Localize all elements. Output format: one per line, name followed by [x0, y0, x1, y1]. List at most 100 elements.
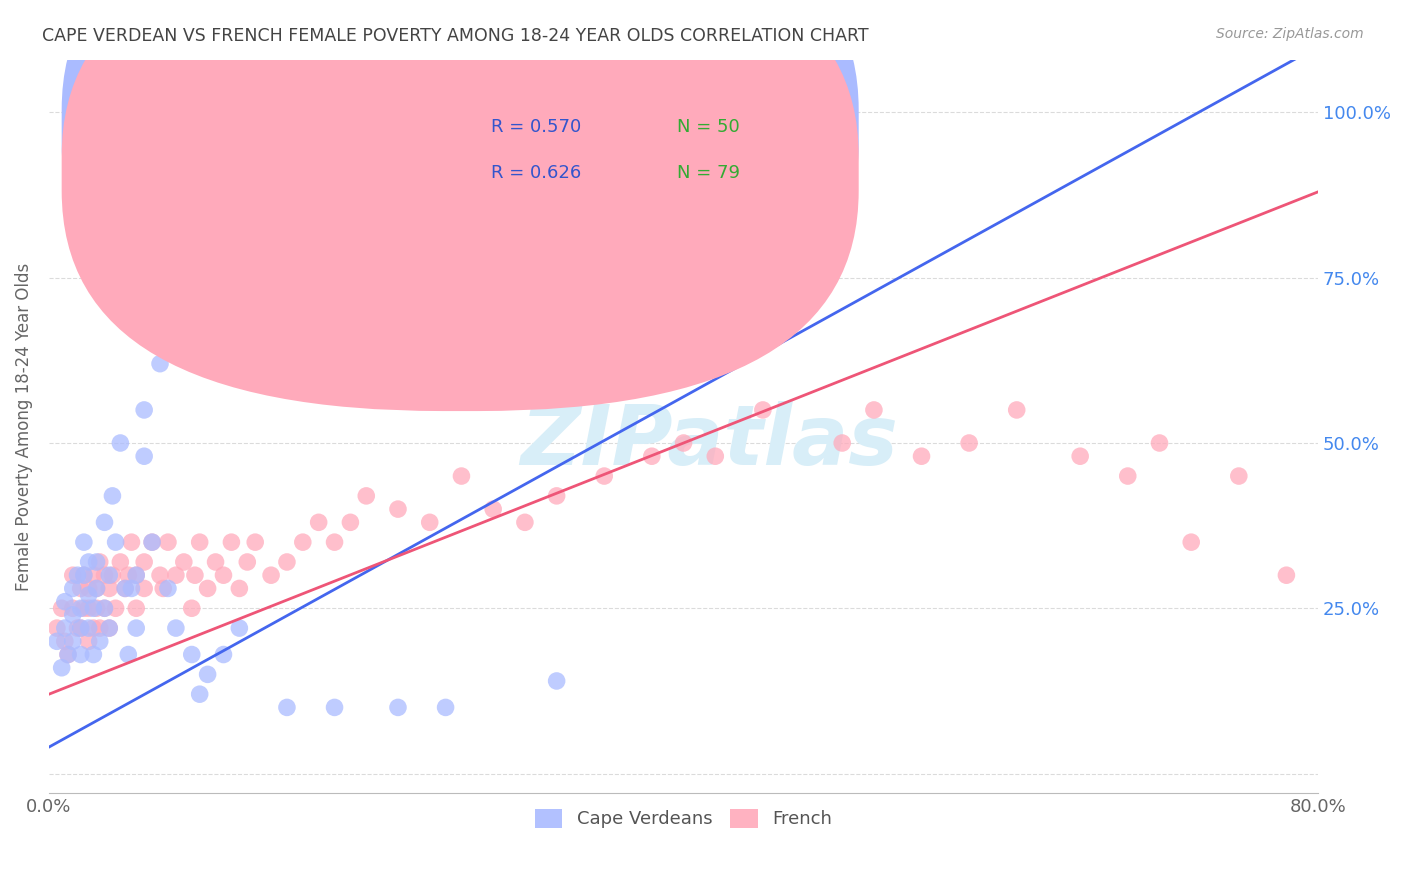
Point — [957, 436, 980, 450]
Point — [125, 568, 148, 582]
Point — [125, 568, 148, 582]
Point — [221, 535, 243, 549]
Point — [98, 582, 121, 596]
Point — [387, 502, 409, 516]
Point — [1116, 469, 1139, 483]
Point — [51, 661, 73, 675]
Point — [180, 648, 202, 662]
Point — [863, 403, 886, 417]
Point — [141, 535, 163, 549]
Point — [165, 568, 187, 582]
Point — [62, 601, 84, 615]
Point — [276, 555, 298, 569]
Point — [93, 516, 115, 530]
Point — [356, 489, 378, 503]
Point — [66, 621, 89, 635]
FancyBboxPatch shape — [423, 93, 842, 206]
Point — [434, 700, 457, 714]
Point — [387, 700, 409, 714]
Point — [69, 582, 91, 596]
Point — [62, 607, 84, 622]
Point — [228, 621, 250, 635]
Point — [69, 621, 91, 635]
Point — [104, 601, 127, 615]
Point — [419, 516, 441, 530]
Point — [51, 601, 73, 615]
Point — [101, 568, 124, 582]
Point — [53, 634, 76, 648]
Point — [86, 582, 108, 596]
Text: R = 0.570: R = 0.570 — [491, 118, 581, 136]
Point — [62, 582, 84, 596]
Point — [1005, 403, 1028, 417]
Point — [672, 436, 695, 450]
Point — [77, 582, 100, 596]
FancyBboxPatch shape — [62, 0, 859, 365]
Point — [482, 502, 505, 516]
Point — [323, 535, 346, 549]
Point — [149, 357, 172, 371]
Point — [93, 601, 115, 615]
Point — [69, 648, 91, 662]
Point — [89, 634, 111, 648]
Point — [45, 634, 67, 648]
Point — [89, 555, 111, 569]
Point — [82, 648, 104, 662]
Point — [156, 582, 179, 596]
Point — [114, 582, 136, 596]
Point — [121, 582, 143, 596]
Point — [98, 568, 121, 582]
Point — [98, 621, 121, 635]
Point — [339, 516, 361, 530]
Point — [197, 582, 219, 596]
Point — [89, 621, 111, 635]
Point — [125, 621, 148, 635]
Point — [141, 535, 163, 549]
Point — [73, 535, 96, 549]
Point — [593, 469, 616, 483]
Point — [69, 601, 91, 615]
Point — [62, 568, 84, 582]
Text: ZIPatlas: ZIPatlas — [520, 401, 898, 482]
Point — [910, 449, 932, 463]
Point — [93, 568, 115, 582]
Point — [77, 555, 100, 569]
Point — [641, 449, 664, 463]
Point — [56, 648, 79, 662]
Point — [184, 568, 207, 582]
Point — [77, 634, 100, 648]
Point — [114, 582, 136, 596]
Point — [204, 555, 226, 569]
Point — [546, 673, 568, 688]
Point — [93, 601, 115, 615]
Point — [165, 621, 187, 635]
Point — [188, 687, 211, 701]
Point — [86, 582, 108, 596]
Point — [308, 516, 330, 530]
Point — [197, 667, 219, 681]
Point — [704, 449, 727, 463]
Point — [73, 601, 96, 615]
Y-axis label: Female Poverty Among 18-24 Year Olds: Female Poverty Among 18-24 Year Olds — [15, 262, 32, 591]
Text: Source: ZipAtlas.com: Source: ZipAtlas.com — [1216, 27, 1364, 41]
Point — [212, 648, 235, 662]
Point — [110, 555, 132, 569]
Point — [134, 403, 156, 417]
Point — [546, 489, 568, 503]
Point — [236, 555, 259, 569]
Point — [82, 568, 104, 582]
Point — [134, 555, 156, 569]
Point — [77, 621, 100, 635]
Point — [1227, 469, 1250, 483]
Point — [110, 436, 132, 450]
Point — [53, 621, 76, 635]
Point — [82, 621, 104, 635]
Point — [149, 568, 172, 582]
Text: CAPE VERDEAN VS FRENCH FEMALE POVERTY AMONG 18-24 YEAR OLDS CORRELATION CHART: CAPE VERDEAN VS FRENCH FEMALE POVERTY AM… — [42, 27, 869, 45]
Point — [1069, 449, 1091, 463]
Point — [117, 648, 139, 662]
Point — [121, 535, 143, 549]
Point — [260, 568, 283, 582]
FancyBboxPatch shape — [62, 0, 859, 411]
Point — [104, 535, 127, 549]
